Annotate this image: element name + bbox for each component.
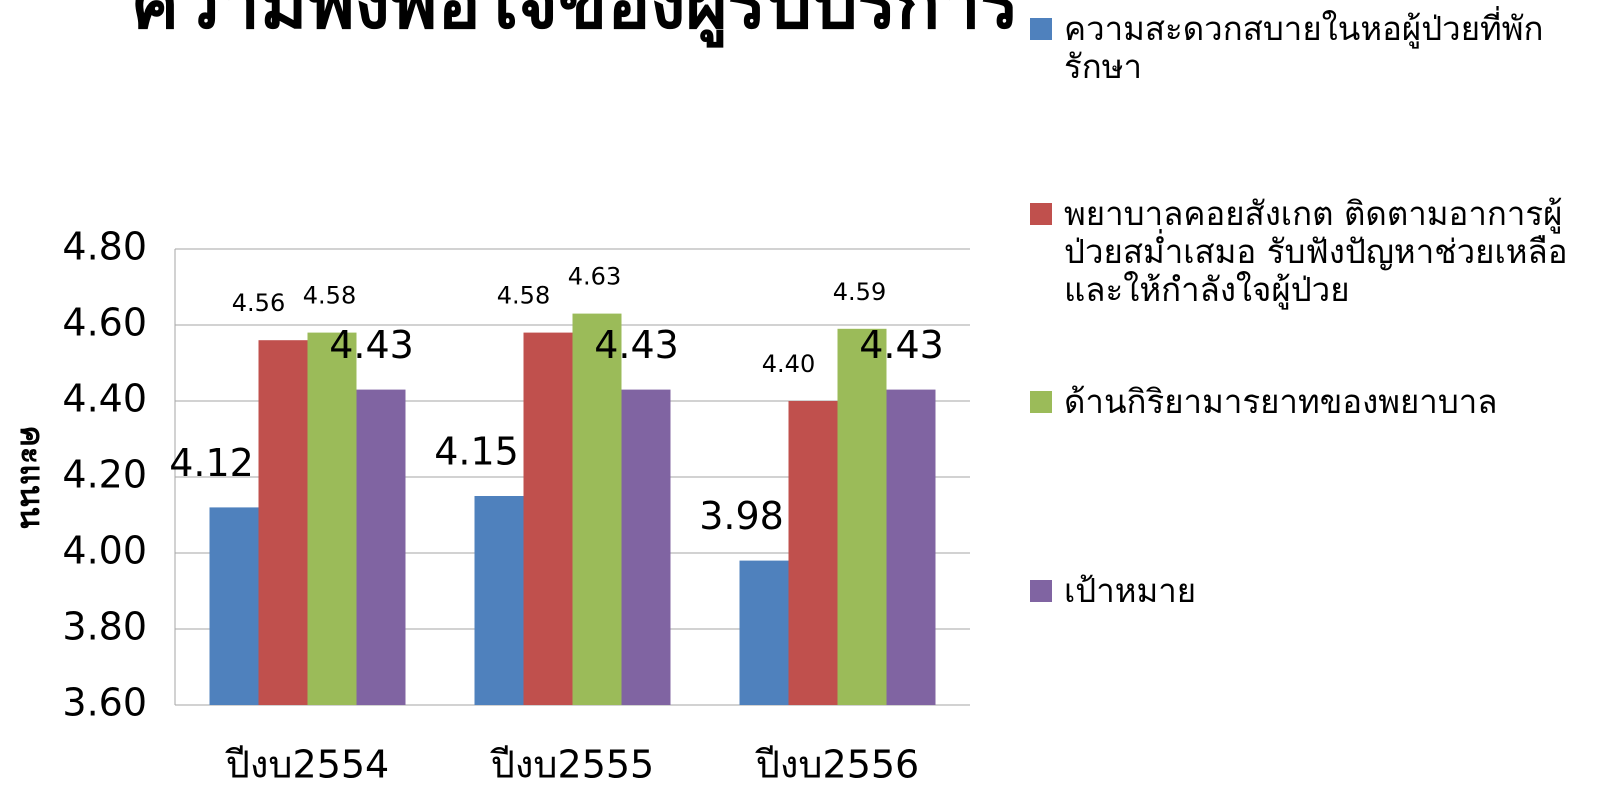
data-label: 3.98 [699,494,784,538]
data-label: 4.15 [434,430,519,474]
bar [474,496,524,705]
x-tick-label: ปีงบ2556 [755,743,919,787]
data-label: 4.43 [329,323,414,367]
y-tick-label: 4.80 [62,225,147,269]
legend-item: ความสะดวกสบายในหอผู้ป่วยที่พักรักษา [1030,10,1590,86]
chart-title: ความพึงพอใจของผู้รับบริการ [131,0,1020,49]
legend-swatch [1030,391,1052,413]
x-tick-label: ปีงบ2555 [490,743,654,787]
legend-label: ด้านกิริยามารยาทของพยาบาล [1064,382,1498,421]
bar [837,328,887,705]
bar [209,507,259,705]
bar [572,313,622,705]
data-label: 4.58 [497,282,550,310]
bar [739,560,789,705]
y-axis-label: คะแนน [13,426,51,529]
legend-label: เป้าหมาย [1064,571,1197,610]
data-label: 4.43 [594,323,679,367]
bar [356,389,406,705]
legend-swatch [1030,580,1052,602]
data-label: 4.40 [762,350,815,378]
legend-swatch [1030,18,1052,40]
data-label: 4.63 [568,263,621,291]
legend-item: ด้านกิริยามารยาทของพยาบาล [1030,383,1590,421]
data-label: 4.12 [169,441,254,485]
bar [886,389,936,705]
data-label: 4.43 [859,323,944,367]
legend-label: ความสะดวกสบายในหอผู้ป่วยที่พักรักษา [1064,9,1544,86]
bar [523,332,573,705]
legend-item: เป้าหมาย [1030,572,1590,610]
y-tick-label: 4.20 [62,453,147,497]
y-tick-label: 3.80 [62,605,147,649]
x-tick-label: ปีงบ2554 [225,743,389,787]
y-tick-label: 3.60 [62,681,147,725]
y-tick-label: 4.00 [62,529,147,573]
bar [307,332,357,705]
y-tick-label: 4.60 [62,301,147,345]
legend-item: พยาบาลคอยสังเกต ติดตามอาการผู้ป่วยสม่ำเส… [1030,195,1590,309]
legend-label: พยาบาลคอยสังเกต ติดตามอาการผู้ป่วยสม่ำเส… [1064,194,1568,309]
bar [258,340,308,705]
data-label: 4.59 [833,278,886,306]
data-label: 4.56 [232,289,285,317]
bar [788,401,838,705]
data-label: 4.58 [303,282,356,310]
bar [621,389,671,705]
y-tick-label: 4.40 [62,377,147,421]
legend-swatch [1030,203,1052,225]
